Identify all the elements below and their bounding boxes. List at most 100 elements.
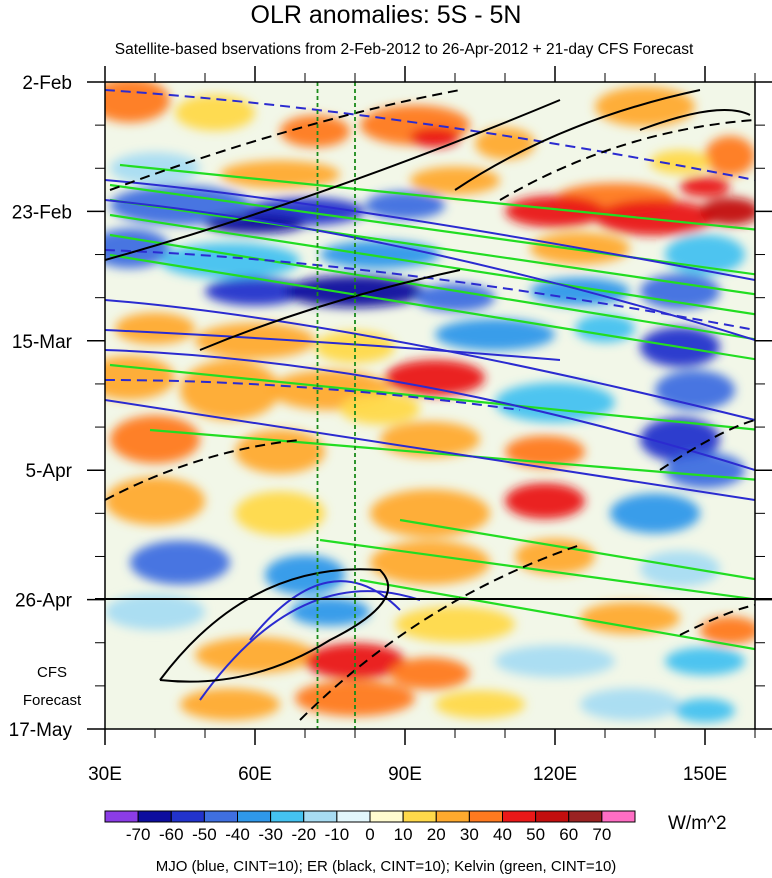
- olr-anomaly-patch: [575, 314, 635, 343]
- colorbar-label: 50: [526, 825, 545, 844]
- olr-anomaly-patch: [595, 86, 695, 127]
- mjo-contour: [105, 179, 755, 281]
- olr-anomaly-patch: [235, 491, 325, 536]
- reference-lines: [316, 82, 356, 729]
- mjo-contour: [105, 249, 755, 331]
- colorbar-swatch: [402, 810, 437, 823]
- colorbar-units: W/m^2: [668, 813, 727, 834]
- colorbar-swatch: [270, 810, 305, 823]
- mjo-contour: [105, 299, 755, 421]
- colorbar-swatch: [336, 810, 371, 823]
- y-tick-label: 17-May: [9, 720, 73, 741]
- olr-anomaly-patch: [370, 540, 490, 585]
- olr-anomaly-patch: [650, 150, 710, 175]
- chart-footer: MJO (blue, CINT=10); ER (black, CINT=10)…: [155, 858, 617, 875]
- olr-anomaly-patch: [220, 160, 340, 189]
- colorbar-swatch: [303, 810, 338, 823]
- olr-anomaly-patch: [180, 360, 280, 421]
- olr-anomaly-patch: [580, 602, 680, 635]
- plot-area: [105, 82, 755, 729]
- olr-anomaly-patch: [115, 312, 195, 345]
- colorbar-swatch: [535, 810, 570, 823]
- er-contour: [639, 109, 751, 131]
- colorbar-label: 40: [493, 825, 512, 844]
- mjo-contour: [249, 580, 401, 641]
- er-contour: [109, 89, 461, 191]
- olr-anomaly-patch: [495, 645, 615, 678]
- olr-anomaly-patch: [195, 322, 315, 359]
- colorbar-swatch: [237, 810, 272, 823]
- y-tick-label: 5-Apr: [26, 461, 73, 482]
- colorbar-label: -30: [258, 825, 283, 844]
- olr-anomaly-patch: [415, 283, 495, 312]
- olr-anomaly-patch: [130, 540, 230, 585]
- colorbar-swatch: [568, 810, 603, 823]
- olr-anomaly-patch: [595, 199, 715, 236]
- axes: 2-Feb 23-Feb 15-Mar 5-Apr 26-Apr 17-May 30E 60E…: [9, 66, 772, 785]
- x-tick-label: 90E: [388, 764, 422, 785]
- kelvin-contour: [119, 163, 755, 231]
- colorbar-swatch: [104, 810, 139, 823]
- mjo-contour: [105, 329, 561, 361]
- olr-anomaly-patch: [340, 392, 420, 425]
- olr-anomaly-patch: [235, 429, 325, 474]
- mjo-contour: [105, 379, 521, 411]
- olr-anomaly-patch: [390, 657, 470, 690]
- er-contour: [454, 89, 701, 191]
- olr-anomaly-patch: [410, 166, 500, 195]
- olr-anomaly-patch: [705, 135, 755, 176]
- mjo-contour: [105, 349, 755, 471]
- colorbar-swatch: [170, 810, 205, 823]
- colorbar-label: 60: [559, 825, 578, 844]
- kelvin-contour: [399, 518, 755, 581]
- x-tick-label: 150E: [683, 764, 727, 785]
- olr-anomaly-patch: [280, 115, 350, 148]
- er-contour: [199, 269, 461, 351]
- olr-anomaly-patch: [505, 195, 605, 228]
- colorbar-label: 0: [365, 825, 374, 844]
- colorbar-label: -20: [291, 825, 316, 844]
- colorbar-label: -40: [225, 825, 250, 844]
- olr-anomaly-patch: [315, 330, 395, 363]
- olr-anomaly-patch: [580, 688, 680, 721]
- olr-anomaly-patch: [665, 647, 745, 676]
- colorbar-swatch: [203, 810, 238, 823]
- olr-anomaly-patch: [655, 370, 735, 411]
- olr-anomaly-patch: [370, 489, 490, 538]
- olr-anomaly-patch: [435, 318, 555, 351]
- y-tick-label: 2-Feb: [22, 73, 72, 94]
- olr-anomaly-patch: [175, 94, 255, 131]
- olr-anomaly-patch: [640, 417, 720, 462]
- colorbar-label: -50: [192, 825, 217, 844]
- olr-anomaly-patch: [105, 355, 175, 400]
- er-contour: [659, 419, 755, 471]
- forecast-label-cfs: CFS: [37, 664, 67, 681]
- colorbar-swatch: [502, 810, 537, 823]
- mjo-contour: [199, 590, 421, 701]
- kelvin-contour: [149, 428, 755, 481]
- olr-anomaly-patch: [205, 277, 305, 306]
- colorbar-swatch: [369, 810, 404, 823]
- colorbar-label: 10: [394, 825, 413, 844]
- kelvin-contour: [109, 213, 755, 316]
- colorbar-label: -70: [126, 825, 151, 844]
- olr-anomaly-patch: [380, 421, 480, 458]
- colorbar-swatch: [435, 810, 470, 823]
- x-tick-label: 120E: [533, 764, 577, 785]
- olr-anomaly-patch: [110, 415, 200, 464]
- olr-anomaly-patch: [475, 127, 535, 160]
- olr-anomaly-patch: [105, 228, 170, 269]
- olr-anomaly-patch: [105, 593, 205, 630]
- kelvin-contour: [109, 363, 755, 431]
- y-tick-label: 26-Apr: [15, 591, 73, 612]
- colorbar-swatch: [137, 810, 172, 823]
- olr-anomaly-patch: [205, 213, 305, 234]
- colorbar: -70 -60 -50 -40 -30 -20 -10 0 10 20 30 40 50 60 70: [104, 810, 636, 844]
- kelvin-contour: [359, 578, 755, 651]
- colorbar-swatch: [601, 810, 636, 823]
- olr-anomaly-patch: [195, 637, 315, 674]
- kelvin-contour: [109, 198, 755, 296]
- plot-frame: [104, 81, 756, 730]
- er-contour: [105, 99, 561, 261]
